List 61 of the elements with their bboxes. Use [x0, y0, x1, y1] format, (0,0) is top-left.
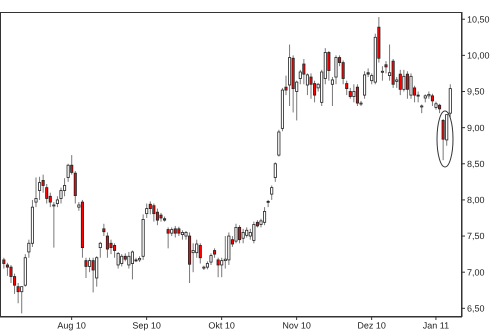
y-tick-label: 9,50 [467, 86, 485, 97]
candlestick [342, 60, 345, 85]
candlestick [402, 69, 406, 92]
candlestick [92, 257, 95, 293]
candlestick [438, 103, 442, 114]
candlestick [252, 221, 256, 244]
candlestick [388, 44, 392, 82]
x-tick-label: Okt 10 [208, 320, 235, 330]
candlestick [224, 236, 227, 270]
candlestick [270, 184, 274, 200]
candlestick [209, 252, 213, 266]
candlestick [430, 93, 434, 106]
candlestick [84, 257, 88, 278]
candlestick [88, 257, 92, 273]
x-tick-label: Jan 11 [422, 320, 450, 330]
candlestick [274, 162, 277, 182]
candlestick [152, 203, 156, 222]
candlestick [398, 69, 402, 96]
candlestick [70, 154, 74, 176]
y-tick-label: 8,50 [467, 158, 485, 169]
candlestick [309, 72, 313, 100]
candlestick [442, 118, 445, 161]
candlestick [109, 239, 113, 255]
candlestick [238, 224, 242, 244]
candlestick [242, 228, 245, 244]
candlestick [248, 228, 252, 240]
candlestick [177, 226, 180, 237]
x-tick-label: Aug 10 [57, 320, 86, 330]
candlestick [348, 87, 352, 100]
candlestick [263, 206, 266, 226]
candlestick [352, 84, 356, 103]
candlestick [74, 170, 77, 204]
candlestick [130, 250, 134, 280]
candlestick [174, 225, 177, 238]
candlestick [363, 70, 366, 100]
x-tick-label: Dez 10 [357, 320, 386, 330]
candlestick [409, 72, 413, 100]
y-tick-label: 10,50 [467, 14, 490, 24]
candlestick [220, 257, 224, 278]
candlestick [180, 230, 184, 240]
y-tick-label: 7,50 [467, 231, 485, 242]
candlestick [198, 242, 202, 264]
candlestick [20, 286, 24, 314]
y-tick-label: 9,00 [467, 122, 485, 133]
candlestick [120, 254, 124, 267]
candlestick [406, 70, 409, 100]
x-tick-label: Sep 10 [132, 320, 161, 330]
y-tick-label: 8,00 [467, 195, 485, 206]
candlestick [227, 232, 230, 266]
candlestick [166, 226, 170, 249]
candlestick [145, 203, 148, 218]
y-tick-label: 6,50 [467, 304, 485, 314]
candlestick [234, 223, 238, 244]
candlestick [216, 257, 220, 278]
candlestick [277, 129, 280, 158]
y-tick-label: 7,00 [467, 267, 485, 278]
candlestick [327, 50, 330, 82]
candlestick [356, 84, 359, 106]
x-tick-label: Nov 10 [282, 320, 311, 330]
y-tick-label: 10,00 [467, 50, 490, 61]
candlestick [98, 241, 102, 258]
